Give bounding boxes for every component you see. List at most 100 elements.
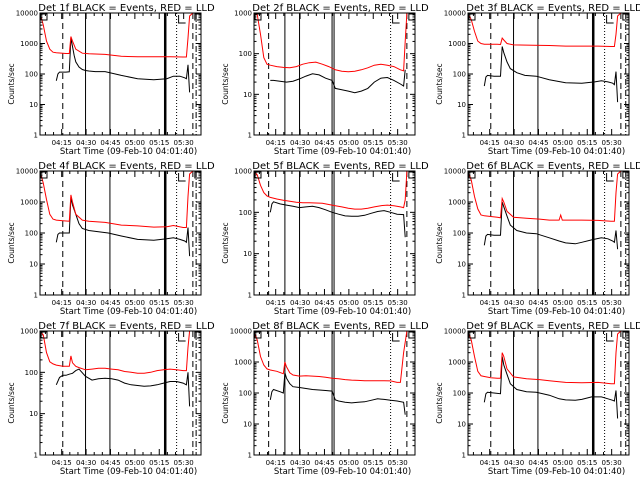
x-tick-label: 04:30: [504, 299, 524, 307]
x-axis-label: Start Time (09-Feb-10 04:01:40): [488, 467, 625, 477]
x-tick-label: 05:30: [174, 459, 194, 467]
event-markers: [62, 331, 197, 455]
y-tick-label: 1000: [448, 359, 466, 367]
x-tick-label: 04:30: [504, 459, 524, 467]
series-line-events: [483, 46, 619, 103]
x-tick-label: 05:00: [339, 299, 359, 307]
marker-box-s: [194, 331, 202, 339]
x-tick-label: 04:30: [504, 139, 524, 147]
x-tick-label: 04:45: [528, 299, 548, 307]
x-tick-label: 05:30: [388, 459, 408, 467]
series-line-events: [270, 69, 406, 94]
x-tick-label: 04:45: [100, 299, 120, 307]
x-tick-label: 05:15: [363, 459, 383, 467]
x-tick-label: 04:45: [528, 139, 548, 147]
x-tick-label: 04:15: [266, 459, 286, 467]
marker-box-b: [40, 331, 48, 339]
x-tick-label: 05:00: [553, 299, 573, 307]
marker-box-b: [468, 171, 476, 179]
panel-title: Det 7f BLACK = Events, RED = LLD: [38, 321, 215, 332]
marker-box-s: [408, 13, 416, 21]
y-tick-label: 10: [29, 410, 38, 418]
y-tick-label: 10000: [16, 10, 38, 18]
marker-box-s: [622, 13, 630, 21]
x-axis-label: Start Time (09-Feb-10 04:01:40): [488, 307, 625, 317]
y-tick-label: 1: [34, 292, 38, 300]
x-tick-label: 05:00: [125, 459, 145, 467]
x-tick-label: 05:00: [125, 139, 145, 147]
x-tick-label: 05:00: [339, 139, 359, 147]
x-tick-label: 04:15: [266, 139, 286, 147]
y-tick-label: 10000: [444, 10, 466, 18]
panel-title: Det 1f BLACK = Events, RED = LLD: [38, 3, 215, 14]
x-tick-label: 04:45: [100, 459, 120, 467]
event-markers: [268, 171, 408, 295]
series-line-lld: [40, 331, 191, 374]
x-tick-label: 04:45: [100, 139, 120, 147]
y-tick-label: 10: [457, 261, 466, 269]
x-tick-label: 05:30: [602, 299, 622, 307]
x-tick-label: 05:00: [125, 299, 145, 307]
event-markers: [490, 171, 627, 295]
y-tick-label: 1: [248, 292, 252, 300]
y-tick-label: 100: [239, 390, 252, 398]
plot-frame: [253, 170, 416, 296]
x-tick-label: 04:45: [314, 459, 334, 467]
panel-title: Det 3f BLACK = Events, RED = LLD: [466, 3, 640, 14]
panel-title: Det 2f BLACK = Events, RED = LLD: [252, 3, 429, 14]
x-tick-label: 04:15: [480, 139, 500, 147]
event-markers: [62, 171, 197, 295]
y-axis-label: Counts/sec: [7, 382, 16, 423]
y-tick-label: 100: [453, 390, 466, 398]
plot-frame: [39, 330, 202, 456]
event-markers: [268, 331, 408, 455]
x-tick-label: 04:30: [76, 139, 96, 147]
series-line-lld: [40, 171, 194, 228]
y-tick-label: 10: [243, 421, 252, 429]
marker-box-b: [468, 331, 476, 339]
y-tick-label: 1: [248, 132, 252, 140]
y-tick-label: 10: [29, 261, 38, 269]
y-tick-label: 1000: [234, 359, 252, 367]
x-tick-label: 04:30: [290, 459, 310, 467]
x-axis-label: Start Time (09-Feb-10 04:01:40): [60, 467, 197, 477]
marker-bracket-e: [178, 173, 186, 182]
marker-bracket-e: [392, 15, 400, 24]
x-tick-label: 05:15: [577, 139, 597, 147]
x-tick-label: 05:15: [363, 299, 383, 307]
y-axis-label: Counts/sec: [7, 63, 16, 104]
x-tick-label: 05:00: [553, 139, 573, 147]
marker-box-b: [254, 13, 262, 21]
x-axis-label: Start Time (09-Feb-10 04:01:40): [488, 147, 625, 157]
panel-det-1: Det 1f BLACK = Events, RED = LLD 1 10 100 10…: [7, 3, 215, 157]
panel-det-4: Det 4f BLACK = Events, RED = LLD 1 10 100 10…: [7, 161, 215, 317]
y-axis-label: Counts/sec: [435, 382, 444, 423]
panel-det-8: Det 8f BLACK = Events, RED = LLD 1 10 100 10…: [221, 321, 429, 477]
marker-box-s: [194, 171, 202, 179]
panel-det-7: Det 7f BLACK = Events, RED = LLD 1 10 100 10…: [7, 321, 215, 477]
x-tick-label: 05:30: [602, 459, 622, 467]
y-tick-label: 1: [462, 452, 466, 460]
x-tick-label: 04:15: [480, 299, 500, 307]
marker-box-s: [622, 171, 630, 179]
x-axis-label: Start Time (09-Feb-10 04:01:40): [274, 467, 411, 477]
x-tick-label: 04:15: [52, 139, 72, 147]
panel-title: Det 5f BLACK = Events, RED = LLD: [252, 161, 429, 172]
y-tick-label: 1000: [234, 10, 252, 18]
x-tick-label: 05:15: [149, 299, 169, 307]
x-tick-label: 04:45: [528, 459, 548, 467]
series-line-events: [483, 356, 619, 419]
y-tick-label: 1: [462, 132, 466, 140]
y-tick-label: 100: [239, 209, 252, 217]
y-tick-label: 1: [34, 132, 38, 140]
y-tick-label: 100: [453, 230, 466, 238]
y-tick-label: 10000: [16, 168, 38, 176]
y-tick-label: 1: [248, 452, 252, 460]
y-tick-label: 100: [453, 71, 466, 79]
y-tick-label: 10: [457, 421, 466, 429]
panels: Det 1f BLACK = Events, RED = LLD11010010…: [7, 3, 640, 477]
y-tick-label: 1000: [234, 168, 252, 176]
y-axis-label: Counts/sec: [435, 222, 444, 263]
y-tick-label: 10: [457, 101, 466, 109]
